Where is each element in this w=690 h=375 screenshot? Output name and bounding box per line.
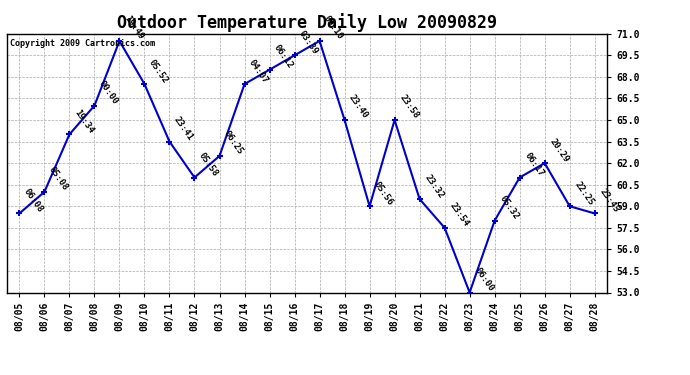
Text: 22:25: 22:25 [573, 180, 595, 207]
Text: 19:34: 19:34 [72, 108, 95, 135]
Text: 05:58: 05:58 [197, 151, 220, 178]
Text: 03:39: 03:39 [297, 29, 320, 56]
Text: 23:45: 23:45 [598, 187, 620, 214]
Text: 05:08: 05:08 [47, 165, 70, 192]
Text: 23:40: 23:40 [347, 93, 370, 121]
Text: 23:41: 23:41 [172, 115, 195, 142]
Text: 20:29: 20:29 [547, 136, 570, 164]
Text: 05:52: 05:52 [147, 57, 170, 85]
Text: 06:00: 06:00 [473, 266, 495, 293]
Text: 00:00: 00:00 [97, 79, 120, 106]
Text: Copyright 2009 Cartronics.com: Copyright 2009 Cartronics.com [10, 39, 155, 48]
Text: 05:32: 05:32 [497, 194, 520, 221]
Text: 06:17: 06:17 [522, 151, 545, 178]
Text: 06:25: 06:25 [222, 129, 245, 156]
Text: 04:07: 04:07 [247, 57, 270, 85]
Text: 05:56: 05:56 [373, 180, 395, 207]
Text: 09:10: 09:10 [322, 14, 345, 42]
Text: 06:08: 06:08 [22, 187, 45, 214]
Title: Outdoor Temperature Daily Low 20090829: Outdoor Temperature Daily Low 20090829 [117, 13, 497, 32]
Text: 23:58: 23:58 [397, 93, 420, 121]
Text: 19:49: 19:49 [122, 14, 145, 42]
Text: 06:12: 06:12 [273, 43, 295, 70]
Text: 23:32: 23:32 [422, 172, 445, 200]
Text: 23:54: 23:54 [447, 201, 470, 228]
